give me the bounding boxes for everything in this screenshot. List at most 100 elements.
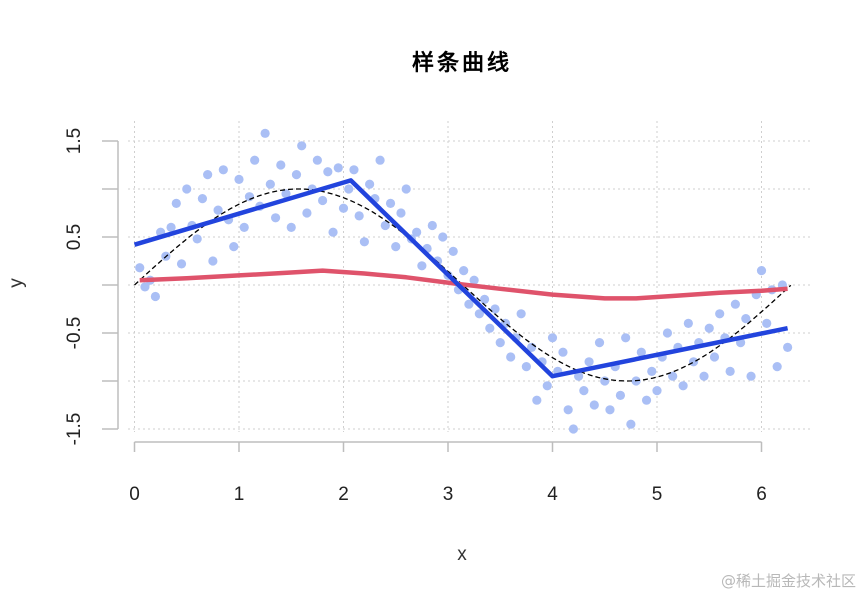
smoothing-spline-line bbox=[139, 268, 788, 301]
data-point bbox=[459, 266, 469, 276]
fitted-lines bbox=[133, 178, 792, 382]
data-point bbox=[683, 318, 693, 328]
data-point bbox=[448, 246, 458, 256]
data-point bbox=[594, 338, 605, 348]
data-point bbox=[485, 323, 495, 333]
data-point bbox=[359, 237, 369, 247]
data-point bbox=[521, 362, 531, 372]
data-point bbox=[615, 390, 626, 400]
data-point bbox=[323, 167, 333, 177]
data-point bbox=[516, 309, 526, 319]
data-point bbox=[171, 198, 181, 208]
y-tick-label: -0.5 bbox=[64, 317, 85, 350]
data-point bbox=[312, 155, 322, 165]
data-point bbox=[192, 234, 202, 244]
true-curve-line bbox=[134, 188, 792, 382]
data-point bbox=[270, 213, 281, 223]
data-point bbox=[506, 352, 516, 362]
data-point bbox=[213, 205, 223, 215]
watermark: @稀土掘金技术社区 bbox=[720, 572, 856, 590]
data-point bbox=[621, 333, 631, 343]
data-point bbox=[286, 222, 296, 232]
data-point bbox=[412, 227, 422, 237]
data-point bbox=[699, 371, 709, 381]
x-tick-label: 2 bbox=[338, 484, 349, 505]
data-point bbox=[605, 405, 615, 415]
data-point bbox=[203, 170, 213, 180]
data-point bbox=[333, 163, 343, 173]
data-point bbox=[396, 208, 406, 218]
data-point bbox=[490, 304, 500, 314]
data-point bbox=[678, 381, 688, 391]
data-point bbox=[417, 261, 427, 271]
data-point bbox=[229, 242, 239, 252]
data-point bbox=[427, 220, 437, 231]
data-point bbox=[391, 242, 401, 252]
data-point bbox=[756, 266, 767, 276]
data-point bbox=[140, 282, 150, 292]
data-point bbox=[574, 371, 584, 381]
data-point bbox=[725, 366, 735, 376]
axes: 0 1 2 3 4 5 6 -1.5 -0.5 0.5 1.5 bbox=[64, 128, 767, 505]
data-point bbox=[704, 323, 714, 333]
data-point bbox=[276, 160, 286, 170]
linear-spline-line bbox=[133, 178, 789, 379]
data-point bbox=[715, 309, 725, 319]
data-point bbox=[558, 347, 568, 357]
data-point bbox=[365, 179, 375, 189]
data-point bbox=[563, 405, 573, 415]
data-point bbox=[783, 342, 793, 352]
data-point bbox=[338, 203, 349, 213]
data-point bbox=[265, 179, 275, 189]
y-tick-label: 0.5 bbox=[64, 224, 85, 250]
data-point bbox=[495, 338, 505, 348]
data-point bbox=[730, 299, 740, 309]
x-tick-label: 5 bbox=[652, 484, 663, 505]
data-point bbox=[166, 222, 176, 232]
data-point bbox=[281, 189, 291, 199]
data-point bbox=[234, 174, 244, 184]
data-point bbox=[328, 227, 338, 237]
data-point bbox=[652, 386, 662, 396]
data-point bbox=[647, 366, 657, 376]
data-point bbox=[636, 347, 646, 357]
x-tick-label: 0 bbox=[129, 484, 140, 505]
data-point bbox=[401, 184, 411, 194]
data-point bbox=[150, 291, 160, 302]
data-point bbox=[600, 376, 610, 386]
data-point bbox=[182, 184, 192, 194]
x-tick-label: 6 bbox=[756, 484, 767, 505]
data-point bbox=[318, 195, 328, 206]
data-point bbox=[479, 294, 490, 304]
y-axis-label: y bbox=[6, 278, 27, 288]
data-point bbox=[344, 184, 354, 194]
data-point bbox=[662, 328, 673, 338]
data-point bbox=[250, 155, 260, 165]
data-point bbox=[579, 386, 589, 396]
data-point bbox=[291, 170, 302, 180]
data-point bbox=[385, 198, 396, 208]
scatter-points bbox=[135, 128, 793, 434]
data-point bbox=[375, 155, 385, 165]
data-point bbox=[260, 128, 270, 138]
data-point bbox=[349, 165, 359, 175]
data-point bbox=[746, 371, 756, 381]
data-point bbox=[354, 211, 364, 221]
data-point bbox=[547, 333, 558, 343]
data-point bbox=[589, 400, 599, 410]
data-point bbox=[197, 194, 208, 204]
data-point bbox=[438, 232, 448, 242]
chart-title: 样条曲线 bbox=[412, 50, 512, 76]
data-point bbox=[218, 165, 228, 175]
data-point bbox=[626, 419, 636, 429]
data-point bbox=[380, 220, 390, 231]
data-point bbox=[302, 208, 312, 218]
data-point bbox=[474, 309, 484, 319]
data-point bbox=[668, 371, 678, 381]
data-point bbox=[584, 357, 594, 367]
data-point bbox=[239, 222, 249, 232]
y-tick-label: 1.5 bbox=[64, 128, 85, 154]
data-point bbox=[244, 192, 255, 202]
data-point bbox=[762, 318, 772, 328]
